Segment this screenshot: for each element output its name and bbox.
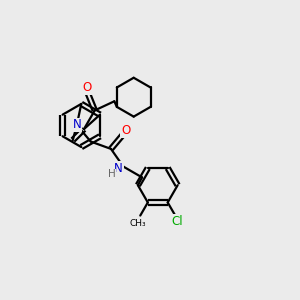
Text: O: O [82, 81, 92, 94]
Text: CH₃: CH₃ [130, 220, 147, 229]
Text: H: H [108, 169, 116, 179]
Text: N: N [114, 162, 123, 175]
Text: Cl: Cl [171, 215, 183, 228]
Text: O: O [121, 124, 130, 137]
Text: N: N [72, 118, 81, 131]
